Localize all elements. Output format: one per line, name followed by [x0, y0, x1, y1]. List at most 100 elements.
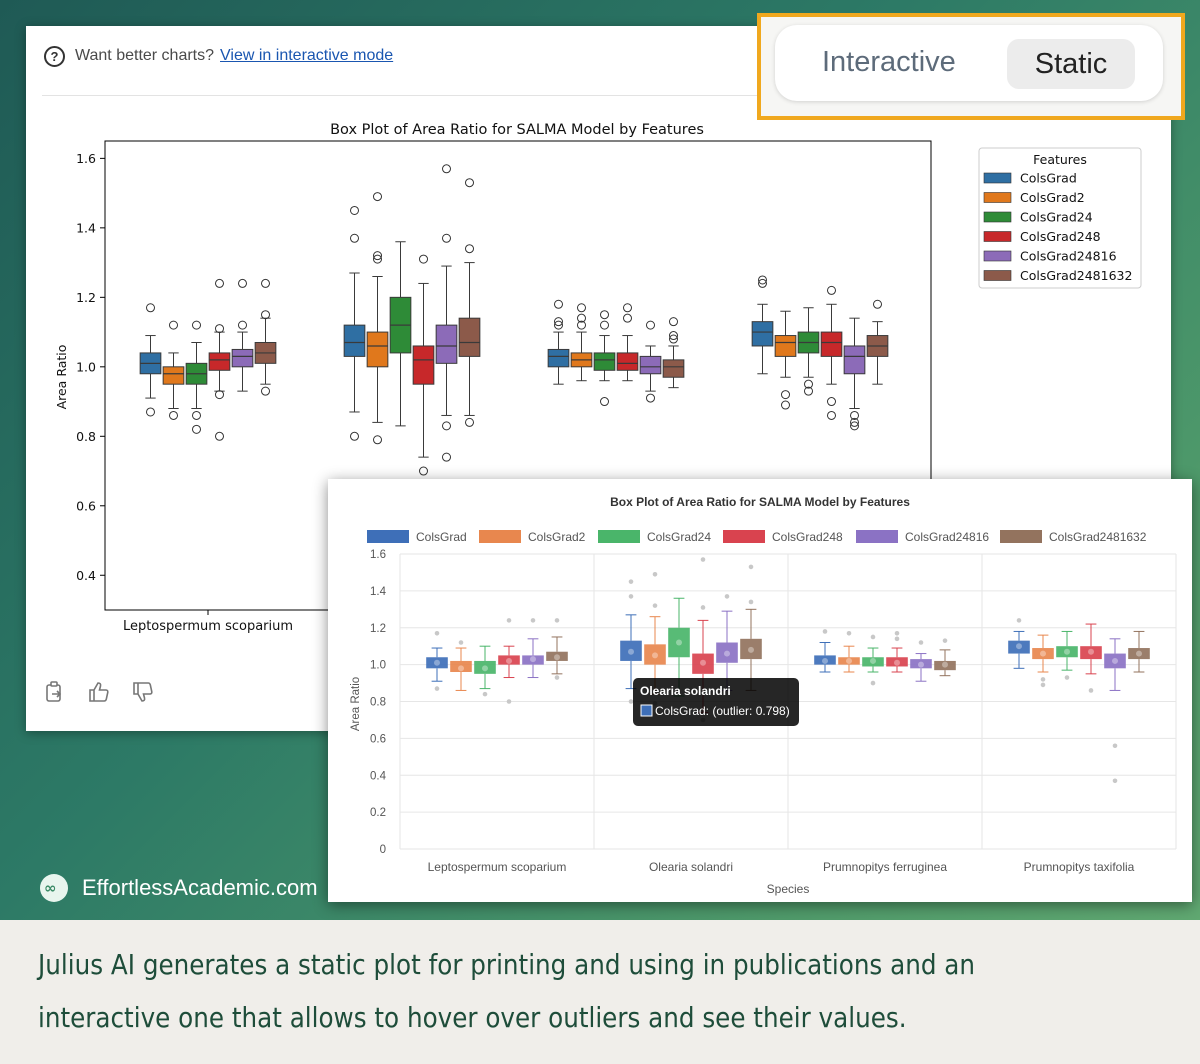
- outlier-point: [827, 410, 836, 420]
- outlier-point: [652, 571, 658, 577]
- legend-label: ColsGrad2481632: [1020, 268, 1132, 283]
- outlier-point: [192, 424, 201, 434]
- copy-icon[interactable]: [43, 680, 67, 704]
- box-ColsGrad24: [862, 657, 884, 667]
- x-tick-label: Prumnopitys ferruginea: [823, 860, 947, 874]
- box-ColsGrad24: [1056, 646, 1078, 658]
- outlier-point: [804, 379, 813, 389]
- caption: Julius AI generates a static plot for pr…: [38, 938, 1024, 1044]
- outlier-point: [1088, 688, 1094, 693]
- mean-dot: [652, 652, 658, 659]
- outlier-point: [442, 421, 451, 431]
- outlier-point: [261, 386, 270, 396]
- chart-title: Box Plot of Area Ratio for SALMA Model b…: [610, 495, 910, 509]
- legend-title: Features: [1033, 152, 1087, 167]
- outlier-point: [758, 278, 767, 288]
- mean-dot: [554, 654, 560, 661]
- outlier-point: [577, 313, 586, 323]
- outlier-point: [465, 244, 474, 254]
- legend-swatch: [479, 530, 521, 543]
- legend-swatch: [983, 211, 1012, 223]
- box-ColsGrad24816: [231, 348, 254, 368]
- box-ColsGrad248: [208, 352, 231, 371]
- outlier-point: [700, 557, 706, 562]
- chart-title: Box Plot of Area Ratio for SALMA Model b…: [330, 122, 704, 138]
- box-ColsGrad: [426, 657, 448, 669]
- legend-label: ColsGrad24: [647, 530, 711, 544]
- legend-swatch: [1000, 530, 1042, 543]
- outlier-point: [600, 397, 609, 407]
- outlier-point: [506, 618, 512, 623]
- box-ColsGrad248: [498, 655, 520, 665]
- brand-logo-icon: ∞: [40, 874, 68, 902]
- outlier-point: [804, 386, 813, 396]
- outlier-point: [748, 564, 754, 570]
- box-ColsGrad: [620, 640, 642, 661]
- box-ColsGrad24: [474, 660, 496, 674]
- y-tick-label: 1.2: [76, 290, 96, 305]
- outlier-point: [918, 640, 924, 645]
- y-tick-label: 1.2: [370, 623, 386, 635]
- y-tick-label: 1.0: [76, 359, 96, 374]
- outlier-point: [350, 205, 359, 215]
- mean-dot: [676, 639, 682, 646]
- outlier-point: [623, 303, 632, 313]
- toggle-static[interactable]: Static: [1007, 39, 1135, 89]
- box-ColsGrad2481632: [458, 317, 481, 357]
- view-interactive-link[interactable]: View in interactive mode: [220, 47, 394, 64]
- toggle-interactive[interactable]: Interactive: [822, 46, 956, 78]
- outlier-point: [870, 634, 876, 640]
- outlier-point: [169, 320, 178, 330]
- legend-swatch: [367, 530, 409, 543]
- outlier-point: [652, 603, 658, 608]
- divider: [42, 95, 762, 96]
- outlier-point: [700, 605, 706, 610]
- box-ColsGrad24816: [843, 345, 866, 375]
- outlier-point: [846, 630, 852, 636]
- outlier-point: [669, 317, 678, 327]
- x-tick-label: Prumnopitys taxifolia: [1024, 860, 1135, 874]
- outlier-point: [215, 390, 224, 400]
- legend-label: ColsGrad248: [1020, 229, 1101, 244]
- outlier-point: [419, 466, 428, 476]
- tooltip-swatch: [640, 704, 653, 717]
- outlier-point: [781, 390, 790, 400]
- outlier-point: [1112, 743, 1118, 749]
- box-ColsGrad248: [412, 345, 435, 385]
- outlier-point: [350, 233, 359, 243]
- y-tick-label: 0.6: [370, 733, 386, 745]
- outlier-point: [506, 699, 512, 704]
- outlier-point: [1112, 778, 1118, 784]
- outlier-point: [577, 303, 586, 313]
- legend-label: ColsGrad: [1020, 171, 1077, 186]
- legend-label: ColsGrad2481632: [1049, 530, 1147, 544]
- legend-label: ColsGrad24816: [905, 530, 989, 544]
- outlier-point: [894, 636, 900, 642]
- tooltip-title: Olearia solandri: [640, 684, 731, 698]
- legend-swatch: [723, 530, 765, 543]
- outlier-point: [146, 407, 155, 417]
- y-tick-label: 0.4: [370, 770, 387, 782]
- outlier-point: [434, 686, 440, 691]
- caption-band: [0, 920, 1200, 1064]
- box-ColsGrad2481632: [740, 638, 762, 660]
- mean-dot: [458, 665, 464, 672]
- outlier-point: [850, 417, 859, 427]
- outlier-point: [1064, 675, 1070, 680]
- box-ColsGrad2: [774, 335, 797, 357]
- outlier-point: [373, 435, 382, 445]
- outlier-point: [894, 630, 900, 636]
- outlier-point: [554, 299, 563, 309]
- outlier-point: [850, 421, 859, 431]
- thumbs-down-icon[interactable]: [131, 680, 155, 704]
- box-ColsGrad24: [593, 352, 616, 371]
- mean-dot: [628, 648, 634, 655]
- legend-swatch: [983, 270, 1012, 281]
- outlier-point: [530, 618, 536, 623]
- box-ColsGrad24816: [522, 655, 544, 665]
- box-ColsGrad2: [838, 657, 860, 665]
- outlier-point: [146, 303, 155, 313]
- thumbs-up-icon[interactable]: [87, 680, 111, 704]
- caption-line-1: Julius AI generates a static plot for pr…: [38, 948, 976, 981]
- outlier-point: [192, 410, 201, 420]
